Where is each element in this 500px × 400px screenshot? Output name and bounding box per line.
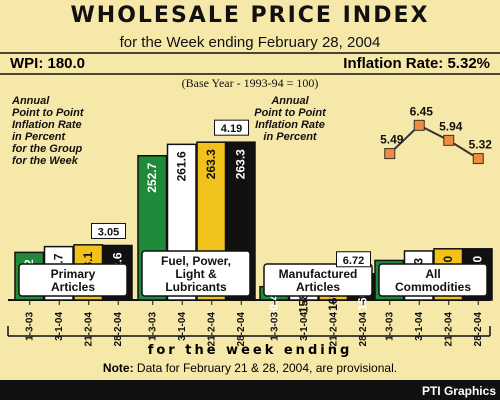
x-tick-label: 1-3-03 [147, 312, 158, 341]
group-inflation-value: 3.05 [98, 226, 119, 238]
x-tick-label: 1-3-03 [384, 312, 395, 341]
group-label-line: Fuel, Power, [161, 254, 231, 268]
bar-value-label: 150.4 [267, 293, 281, 323]
group-label-line: Commodities [395, 280, 471, 294]
inflation-label: 6.45 [410, 104, 434, 118]
footnote: Note: Data for February 21 & 28, 2004, a… [0, 361, 500, 375]
x-tick-label: 28-2-04 [113, 312, 124, 347]
group-inflation-box [91, 222, 126, 239]
bar-value-label: 261.6 [174, 151, 188, 181]
inflation-rate: Inflation Rate: 5.32% [343, 55, 490, 72]
x-tick-label: 1-3-03 [269, 312, 280, 341]
group-label-line: Articles [296, 280, 340, 294]
footnote-text: Data for February 21 & 28, 2004, are pro… [133, 361, 398, 375]
group-inflation-value: 4.19 [221, 123, 242, 135]
x-tick-label: 21-2-04 [206, 312, 217, 347]
x-tick-label: 21-2-04 [328, 312, 339, 347]
bar-value-label: 263.3 [204, 149, 218, 179]
x-axis-title: for the week ending [147, 343, 353, 358]
chart-title: WHOLESALE PRICE INDEX [70, 3, 430, 28]
inflation-marker [384, 148, 396, 160]
annotation-overall-line: Annual [270, 95, 309, 107]
annotation-group-line: Point to Point [12, 107, 85, 119]
x-tick-label: 3-1-04 [299, 312, 310, 341]
group-inflation-box [336, 251, 371, 268]
x-tick-label: 1-3-03 [24, 312, 35, 341]
inflation-label: 5.49 [380, 133, 404, 147]
annotation-group-line: Inflation Rate [12, 119, 82, 131]
inflation-marker [413, 119, 425, 131]
inflation-marker [472, 153, 484, 165]
group-label-line: Lubricants [165, 280, 227, 294]
group-inflation-box [214, 119, 249, 136]
inflation-label: 5.32 [469, 138, 493, 152]
inflation-line [389, 124, 479, 160]
annotation-overall-line: Inflation Rate [255, 119, 325, 131]
x-tick-label: 3-1-04 [177, 312, 188, 341]
annotation-group-line: in Percent [12, 131, 67, 143]
annotation-group-line: for the Group [12, 143, 83, 155]
credit-band [0, 380, 500, 400]
credit-text: PTI Graphics [421, 384, 496, 398]
chart-layer: 177.2181.7183.1182.6PrimaryArticles1-3-0… [7, 95, 493, 347]
x-tick-label: 21-2-04 [83, 312, 94, 347]
inflation-label: 5.94 [439, 119, 463, 133]
x-tick-label: 28-2-04 [236, 312, 247, 347]
inflation-marker [443, 134, 455, 146]
annotation-overall-line: Point to Point [254, 107, 327, 119]
group-label-box [18, 263, 128, 297]
header-background [0, 0, 500, 96]
group-label-line: All [425, 267, 440, 281]
annotation-group-line: Annual [11, 95, 50, 107]
group-label-line: Primary [51, 267, 96, 281]
bar-value-label: 263.3 [233, 149, 247, 179]
annotation-overall-line: in Percent [263, 131, 318, 143]
group-label-line: Articles [51, 280, 95, 294]
x-tick-label: 3-1-04 [414, 312, 425, 341]
group-label-box [378, 263, 488, 297]
chart-subtitle: for the Week ending February 28, 2004 [119, 34, 381, 51]
bar-value-label: 252.7 [145, 162, 159, 192]
footnote-label: Note: [102, 361, 134, 375]
x-tick-label: 28-2-04 [473, 312, 484, 347]
group-label-line: Light & [175, 267, 217, 281]
group-label-box [263, 263, 373, 297]
annotation-group-line: for the Week [12, 155, 79, 167]
x-tick-label: 21-2-04 [443, 312, 454, 347]
x-tick-label: 28-2-04 [358, 312, 369, 347]
wpi-value: WPI: 180.0 [10, 55, 86, 72]
group-inflation-value: 6.72 [343, 255, 364, 267]
x-tick-label: 3-1-04 [54, 312, 65, 341]
week-bracket [7, 326, 491, 337]
base-year-note: (Base Year - 1993-94 = 100) [181, 76, 319, 90]
group-label-line: Manufactured [279, 267, 358, 281]
group-label-box [141, 250, 251, 297]
